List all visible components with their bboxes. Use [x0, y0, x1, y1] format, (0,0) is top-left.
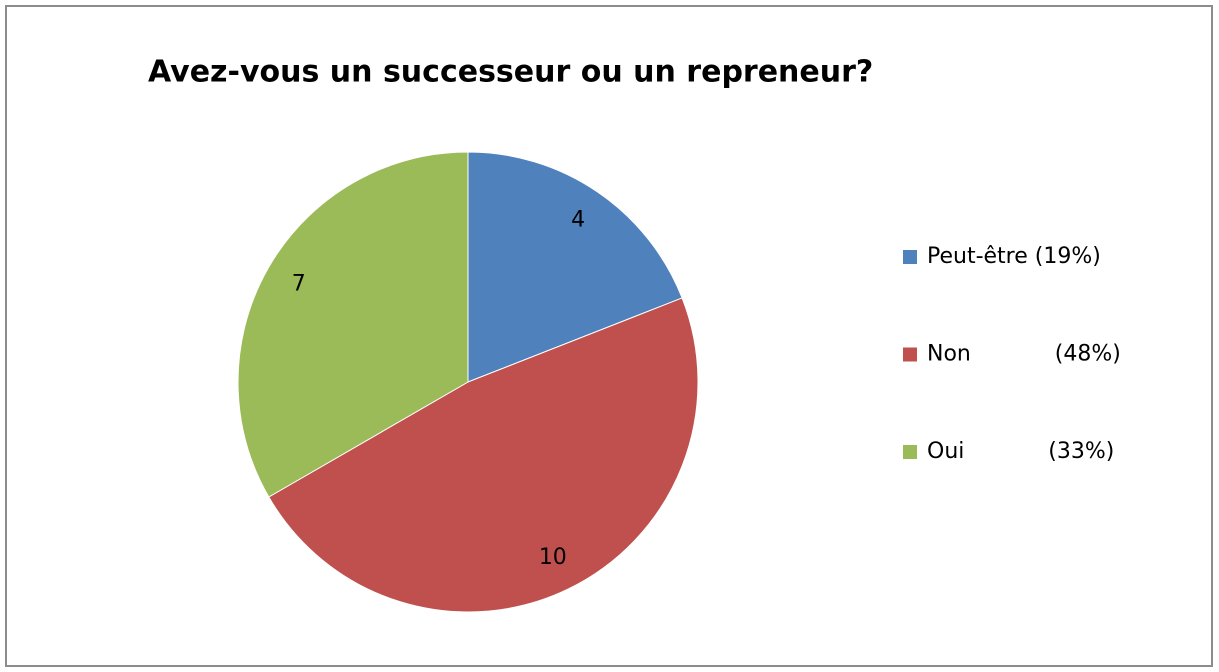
data-label: 4 [571, 207, 585, 232]
chart-title: Avez-vous un successeur ou un repreneur? [148, 55, 873, 90]
data-label: 7 [292, 271, 306, 296]
pie-slice [467, 151, 683, 383]
legend: Peut-être (19%) Non (48%) Oui (33%) [903, 244, 1121, 464]
legend-label: Non (48%) [927, 342, 1121, 367]
pie-slice [237, 151, 469, 498]
pie: 4 10 7 [237, 151, 699, 613]
legend-swatch [903, 250, 917, 264]
legend-label: Peut-être (19%) [927, 244, 1101, 269]
data-label: 10 [539, 545, 567, 570]
legend-swatch [903, 347, 917, 362]
pie-slice [268, 297, 699, 613]
legend-swatch [903, 445, 917, 459]
legend-label: Oui (33%) [927, 439, 1114, 464]
